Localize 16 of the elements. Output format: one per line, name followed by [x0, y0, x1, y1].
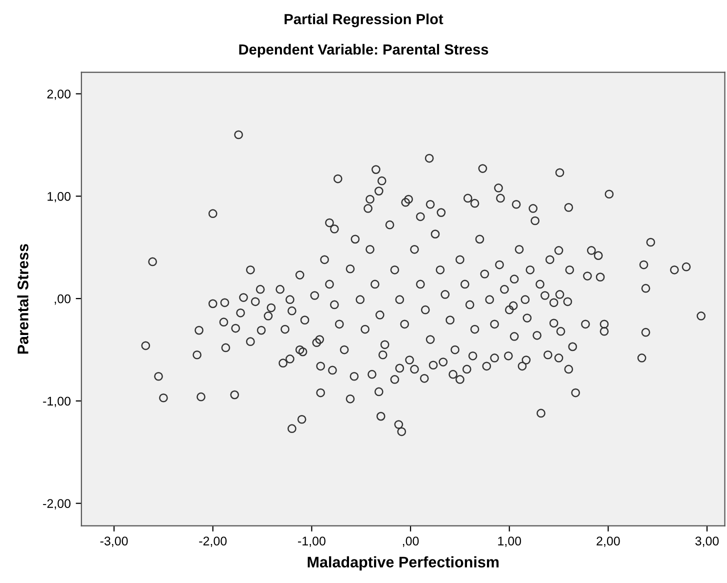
y-tick-label: ,00	[54, 294, 71, 305]
y-tick-label: 2,00	[47, 90, 71, 100]
x-tick-label: -3,00	[100, 536, 128, 547]
y-axis-title: Parental Stress	[17, 244, 28, 354]
x-tick-label: 3,00	[695, 536, 719, 547]
y-tick-label: -1,00	[43, 396, 71, 408]
x-tick-label: 2,00	[596, 536, 620, 547]
x-tick-label: -2,00	[199, 536, 227, 547]
chart-subtitle: Dependent Variable: Parental Stress	[239, 44, 488, 58]
x-tick-label: 1,00	[498, 536, 522, 547]
x-tick-label: ,00	[402, 536, 419, 547]
x-axis-title: Maladaptive Perfectionism	[308, 556, 499, 571]
chart-title: Partial Regression Plot	[284, 14, 444, 28]
x-tick-label: -1,00	[298, 536, 326, 547]
y-tick-label: -2,00	[43, 499, 71, 510]
y-tick-label: 1,00	[48, 192, 71, 202]
